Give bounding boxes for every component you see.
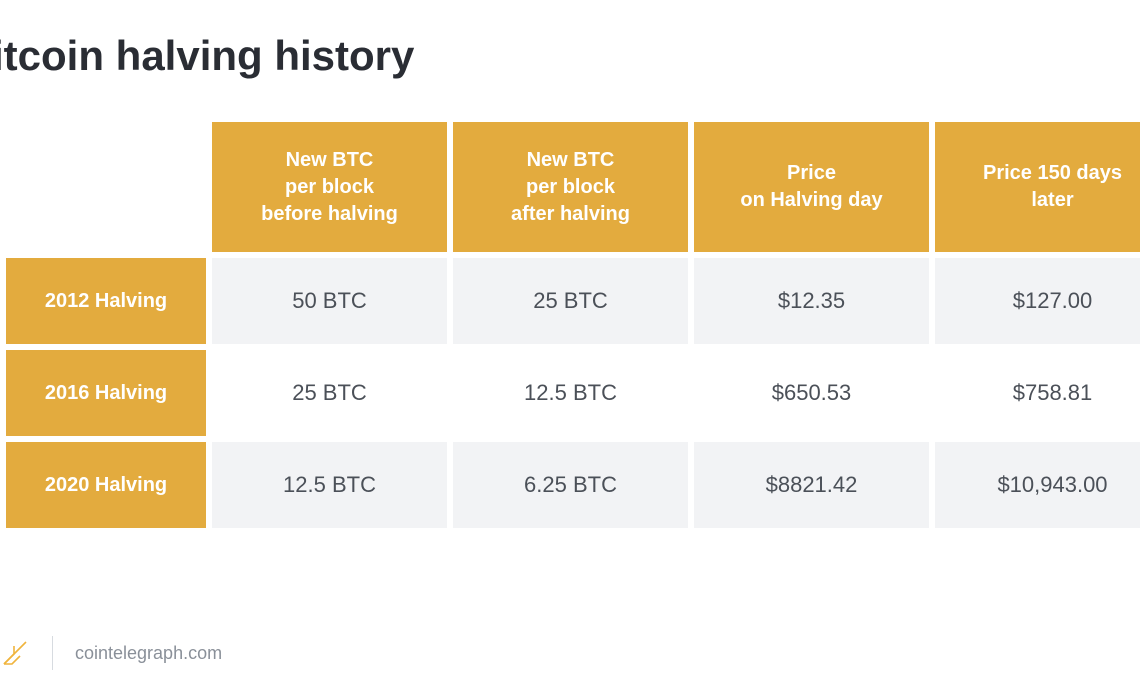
cell: $8821.42: [694, 442, 929, 528]
cell: 6.25 BTC: [453, 442, 688, 528]
cell: 25 BTC: [453, 258, 688, 344]
footer-credit: cointelegraph.com: [75, 643, 222, 664]
table-row: 2012 Halving 50 BTC 25 BTC $12.35 $127.0…: [6, 258, 1140, 344]
cell: 50 BTC: [212, 258, 447, 344]
halving-table: New BTCper blockbefore halving New BTCpe…: [0, 116, 1140, 534]
cell: 12.5 BTC: [453, 350, 688, 436]
col-header-after: New BTCper blockafter halving: [453, 122, 688, 252]
cell: $12.35: [694, 258, 929, 344]
cell: 12.5 BTC: [212, 442, 447, 528]
col-header-price-150: Price 150 dayslater: [935, 122, 1140, 252]
cointelegraph-logo-icon: [0, 638, 30, 668]
table-row: 2016 Halving 25 BTC 12.5 BTC $650.53 $75…: [6, 350, 1140, 436]
table-corner: [6, 122, 206, 252]
cell: $127.00: [935, 258, 1140, 344]
page-title: itcoin halving history: [0, 0, 1140, 116]
table-row: 2020 Halving 12.5 BTC 6.25 BTC $8821.42 …: [6, 442, 1140, 528]
row-header-2020: 2020 Halving: [6, 442, 206, 528]
footer-divider: [52, 636, 53, 670]
cell: $758.81: [935, 350, 1140, 436]
footer: cointelegraph.com: [0, 636, 222, 670]
col-header-before: New BTCper blockbefore halving: [212, 122, 447, 252]
cell: $650.53: [694, 350, 929, 436]
cell: 25 BTC: [212, 350, 447, 436]
halving-table-wrap: New BTCper blockbefore halving New BTCpe…: [0, 116, 1140, 534]
cell: $10,943.00: [935, 442, 1140, 528]
row-header-2012: 2012 Halving: [6, 258, 206, 344]
row-header-2016: 2016 Halving: [6, 350, 206, 436]
col-header-price-day: Priceon Halving day: [694, 122, 929, 252]
